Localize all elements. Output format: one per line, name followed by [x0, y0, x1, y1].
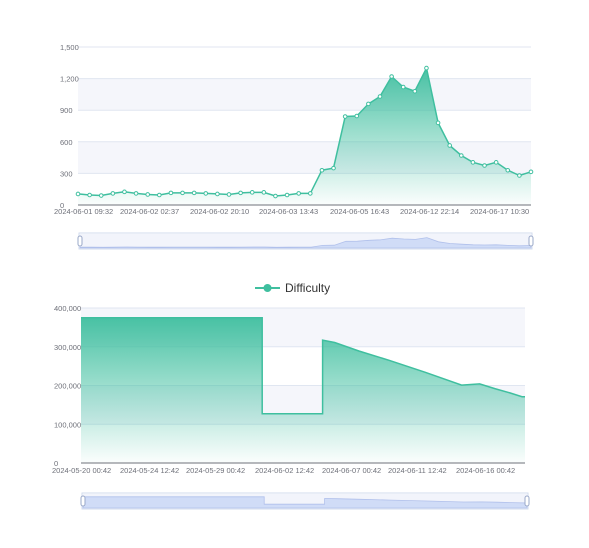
top-data-point — [517, 173, 522, 178]
top-datazoom-handle-right[interactable] — [528, 235, 534, 247]
top-data-point — [261, 190, 267, 195]
bottom-series-line — [81, 316, 525, 415]
top-data-point — [122, 189, 127, 195]
top-data-point — [493, 160, 499, 165]
top-plot-band — [78, 78, 531, 111]
top-data-point — [273, 193, 278, 199]
top-y-tick-label: 600 — [60, 138, 73, 147]
top-y-tick-label: 1,500 — [60, 43, 79, 52]
top-data-point — [459, 153, 464, 158]
top-data-point — [470, 160, 476, 165]
top-data-point — [447, 143, 452, 148]
bottom-y-tick-label: 0 — [54, 459, 58, 468]
top-x-tick-label: 2024-06-17 10:30 — [470, 207, 529, 216]
top-data-point — [238, 190, 243, 196]
top-y-tick-label: 1,200 — [60, 75, 79, 84]
bottom-area-fill — [81, 317, 525, 463]
legend-label-difficulty[interactable]: Difficulty — [285, 281, 330, 295]
top-data-point — [331, 165, 336, 171]
top-data-point — [191, 190, 197, 196]
bottom-x-tick-label: 2024-05-24 12:42 — [120, 466, 179, 475]
top-datazoom-preview — [79, 237, 532, 249]
top-x-tick-label: 2024-06-12 22:14 — [400, 207, 459, 216]
top-area-fill — [78, 68, 531, 205]
bottom-x-tick-label: 2024-05-29 00:42 — [186, 466, 245, 475]
top-data-point — [412, 88, 418, 94]
top-data-point — [319, 167, 325, 173]
top-data-point — [145, 192, 150, 197]
top-data-point — [296, 191, 301, 196]
bottom-y-tick-label: 300,000 — [54, 343, 81, 352]
top-data-point — [482, 163, 487, 168]
bottom-y-tick-label: 200,000 — [54, 382, 81, 391]
top-data-point — [424, 65, 429, 71]
top-data-point — [400, 84, 406, 90]
top-data-point — [180, 190, 185, 196]
top-data-point — [435, 120, 441, 126]
bottom-x-tick-label: 2024-05-20 00:42 — [52, 466, 111, 475]
top-x-tick-label: 2024-06-05 16:43 — [330, 207, 389, 216]
top-data-point — [203, 191, 209, 196]
top-data-point — [226, 192, 232, 197]
top-data-point — [168, 190, 174, 196]
legend[interactable]: Difficulty — [255, 281, 330, 295]
top-data-point — [98, 193, 104, 198]
top-datazoom-selection[interactable] — [80, 234, 531, 248]
top-data-point — [75, 191, 81, 197]
bottom-x-tick-label: 2024-06-16 00:42 — [456, 466, 515, 475]
top-data-point — [87, 192, 92, 198]
top-data-point — [342, 114, 348, 119]
top-data-point — [133, 191, 139, 196]
bottom-datazoom-handle-left[interactable] — [80, 495, 86, 507]
top-data-point — [528, 169, 534, 175]
top-data-point — [389, 74, 394, 79]
bottom-x-tick-label: 2024-06-11 12:42 — [388, 466, 447, 475]
top-x-tick-label: 2024-06-02 02:37 — [120, 207, 179, 216]
top-series-line — [77, 65, 532, 197]
top-y-tick-label: 300 — [60, 169, 73, 178]
top-y-tick-label: 0 — [60, 201, 64, 210]
top-x-tick-labels: 2024-06-01 09:32 2024-06-02 02:37 2024-06-… — [54, 207, 529, 216]
bottom-y-tick-label: 100,000 — [54, 420, 81, 429]
top-markers — [75, 65, 534, 199]
top-datazoom-handle-left[interactable] — [77, 235, 83, 247]
top-y-tick-label: 900 — [60, 106, 73, 115]
top-x-tick-label: 2024-06-01 09:32 — [54, 207, 113, 216]
bottom-y-tick-label: 400,000 — [54, 304, 81, 313]
bottom-datazoom-selection[interactable] — [83, 494, 527, 508]
bottom-x-tick-label: 2024-06-02 12:42 — [255, 466, 314, 475]
bottom-x-tick-labels: 2024-05-20 00:42 2024-05-24 12:42 2024-05-… — [52, 466, 515, 475]
top-data-point — [249, 190, 255, 195]
top-data-point — [377, 94, 383, 99]
top-data-point — [354, 113, 360, 119]
bottom-chart: 0 100,000 200,000 300,000 400,000 2024-05-20… — [52, 304, 525, 475]
bottom-datazoom-slider[interactable] — [80, 492, 530, 510]
legend-swatch-marker — [263, 284, 272, 292]
top-data-point — [110, 191, 116, 196]
top-data-point — [308, 191, 313, 196]
top-x-tick-label: 2024-06-03 13:43 — [259, 207, 318, 216]
bottom-datazoom-handle-right[interactable] — [524, 495, 530, 507]
top-y-tick-labels: 0 300 600 900 1,200 1,500 — [60, 43, 79, 210]
top-data-point — [215, 191, 220, 197]
top-data-point — [157, 192, 162, 198]
top-gridlines — [78, 46, 531, 174]
top-x-tick-label: 2024-06-02 20:10 — [190, 207, 249, 216]
top-data-point — [366, 101, 371, 107]
top-data-point — [284, 192, 290, 198]
top-data-point — [505, 167, 511, 173]
top-datazoom-slider[interactable] — [77, 232, 534, 250]
bottom-y-tick-labels: 0 100,000 200,000 300,000 400,000 — [54, 304, 81, 468]
bottom-x-tick-label: 2024-06-07 00:42 — [322, 466, 381, 475]
